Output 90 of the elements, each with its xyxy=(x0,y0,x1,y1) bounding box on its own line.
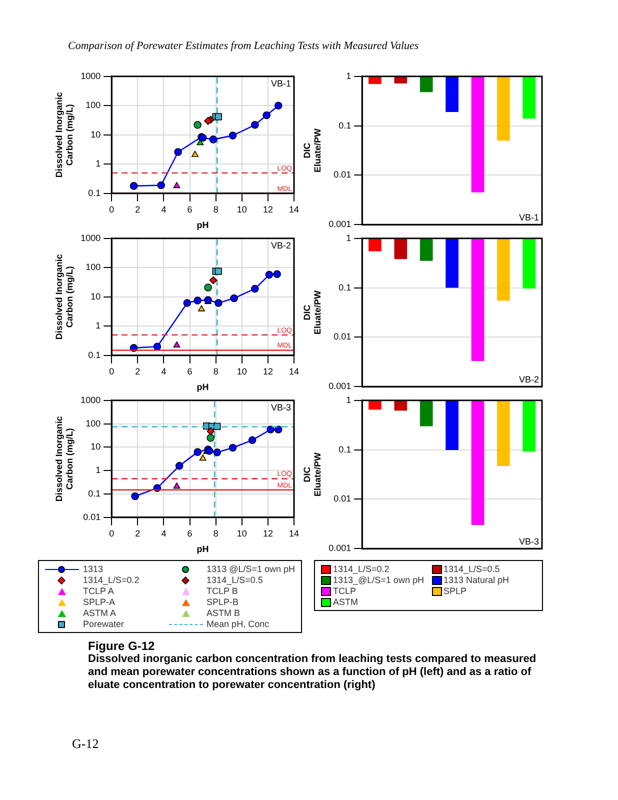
y-tick-label: 0.001 xyxy=(328,381,352,392)
x-tick-label: 2 xyxy=(135,366,140,376)
legend-label: Mean pH, Conc xyxy=(206,619,270,629)
y-tick-label: 0.01 xyxy=(334,332,352,342)
legend-label: TCLP B xyxy=(206,586,238,596)
y-tick-label: 0.1 xyxy=(338,282,352,292)
annotation: VB-2 xyxy=(270,240,291,250)
y-tick-label: 0.1 xyxy=(338,120,352,130)
y-tick-label: 0.1 xyxy=(88,488,101,498)
legend-label: SPLP xyxy=(444,586,467,596)
text: G-12 xyxy=(72,736,99,752)
legend-label: 1313_@L/S=1 own pH xyxy=(333,575,424,585)
x-tick-label: 0 xyxy=(109,528,114,538)
x-tick-label: 6 xyxy=(187,528,192,538)
legend-label: 1313 Natural pH xyxy=(444,575,510,585)
annotation: VB-3 xyxy=(270,402,291,412)
y-tick-label: 1000 xyxy=(80,70,101,81)
legend-label: TCLP A xyxy=(83,586,114,596)
legend-label: Porewater xyxy=(83,619,124,629)
y-tick-label: 0.01 xyxy=(83,512,101,522)
x-tick-label: 6 xyxy=(187,204,192,214)
annotation: VB-1 xyxy=(518,212,539,223)
y-tick-label: 1 xyxy=(346,394,352,405)
x-tick-label: 12 xyxy=(262,204,273,214)
x-tick-label: 10 xyxy=(236,528,247,538)
legend-label: 1313 @L/S=1 own pH xyxy=(206,564,295,574)
legend-label: TCLP xyxy=(333,586,356,596)
x-tick-label: 14 xyxy=(288,528,299,538)
y-axis-title: Dissolved Inorganic Carbon (mg/L) xyxy=(54,92,75,178)
y-tick-label: 100 xyxy=(86,262,101,272)
text: Dissolved inorganic carbon concentration from leaching tests compared to measured and mean porewater concentrations shown as a function of pH (left) and as a ratio of eluate concentration to porewater concentration (right) xyxy=(88,653,538,692)
y-tick-label: 0.1 xyxy=(88,188,101,198)
legend-label: 1314_L/S=0.2 xyxy=(83,575,140,585)
annotation: VB-1 xyxy=(270,78,291,88)
annotation: VB-2 xyxy=(518,374,539,385)
y-axis-title: Dissolved Inorganic Carbon (mg/L) xyxy=(54,254,75,340)
y-tick-label: 1000 xyxy=(80,394,101,405)
y-axis-title: DIC Eluate/PW xyxy=(302,128,323,173)
legend-label: SPLP-A xyxy=(83,597,116,607)
x-tick-label: 2 xyxy=(135,204,140,214)
y-tick-label: 0.001 xyxy=(328,543,352,554)
annotation: VB-3 xyxy=(518,536,539,547)
x-tick-label: 10 xyxy=(236,366,247,376)
y-tick-label: 0.01 xyxy=(334,494,352,504)
chart-title: Comparison of Porewater Estimates from Leaching Tests with Measured Values xyxy=(68,40,419,52)
x-tick-label: 12 xyxy=(262,528,273,538)
legend-label: 1314_L/S=0.5 xyxy=(444,564,500,574)
y-tick-label: 1 xyxy=(96,158,101,169)
y-tick-label: 1 xyxy=(96,320,101,331)
x-tick-label: 8 xyxy=(213,204,218,214)
y-tick-label: 10 xyxy=(90,442,101,452)
x-tick-label: 6 xyxy=(187,366,192,376)
legend-label: ASTM A xyxy=(83,608,116,618)
x-tick-label: 14 xyxy=(288,366,299,376)
y-tick-label: 10 xyxy=(90,291,101,302)
y-tick-label: 1 xyxy=(96,465,101,476)
y-tick-label: 100 xyxy=(86,100,101,110)
y-axis-title: Dissolved Inorganic Carbon (mg/L) xyxy=(54,416,75,502)
legend-label: 1314_L/S=0.2 xyxy=(333,564,390,574)
x-axis-title: pH xyxy=(196,382,209,392)
y-tick-label: 1000 xyxy=(80,232,101,243)
y-tick-label: 1 xyxy=(346,232,352,243)
y-tick-label: 0.001 xyxy=(328,219,352,230)
text: Figure G-12 xyxy=(88,639,156,653)
x-tick-label: 12 xyxy=(262,366,273,376)
y-tick-label: 100 xyxy=(86,418,101,428)
x-tick-label: 4 xyxy=(161,366,166,376)
x-tick-label: 0 xyxy=(109,366,114,376)
x-axis-title: pH xyxy=(196,220,209,230)
y-tick-label: 1 xyxy=(346,70,352,81)
x-tick-label: 8 xyxy=(213,528,218,538)
legend-label: ASTM xyxy=(333,597,358,607)
y-tick-label: 0.1 xyxy=(88,350,101,360)
y-tick-label: 10 xyxy=(90,129,101,140)
x-axis-title: pH xyxy=(196,544,209,554)
y-axis-title: DIC Eluate/PW xyxy=(302,452,323,497)
legend-label: 1313 xyxy=(83,564,104,574)
x-tick-label: 14 xyxy=(288,204,299,214)
legend-label: ASTM B xyxy=(206,608,240,618)
x-tick-label: 2 xyxy=(135,528,140,538)
y-tick-label: 0.1 xyxy=(338,444,352,454)
x-tick-label: 0 xyxy=(109,204,114,214)
x-tick-label: 4 xyxy=(161,528,166,538)
y-axis-title: DIC Eluate/PW xyxy=(302,290,323,335)
x-tick-label: 8 xyxy=(213,366,218,376)
legend-label: 1314_L/S=0.5 xyxy=(206,575,263,585)
x-tick-label: 10 xyxy=(236,204,247,214)
legend-label: SPLP-B xyxy=(206,597,239,607)
x-tick-label: 4 xyxy=(161,204,166,214)
y-tick-label: 0.01 xyxy=(334,170,352,180)
